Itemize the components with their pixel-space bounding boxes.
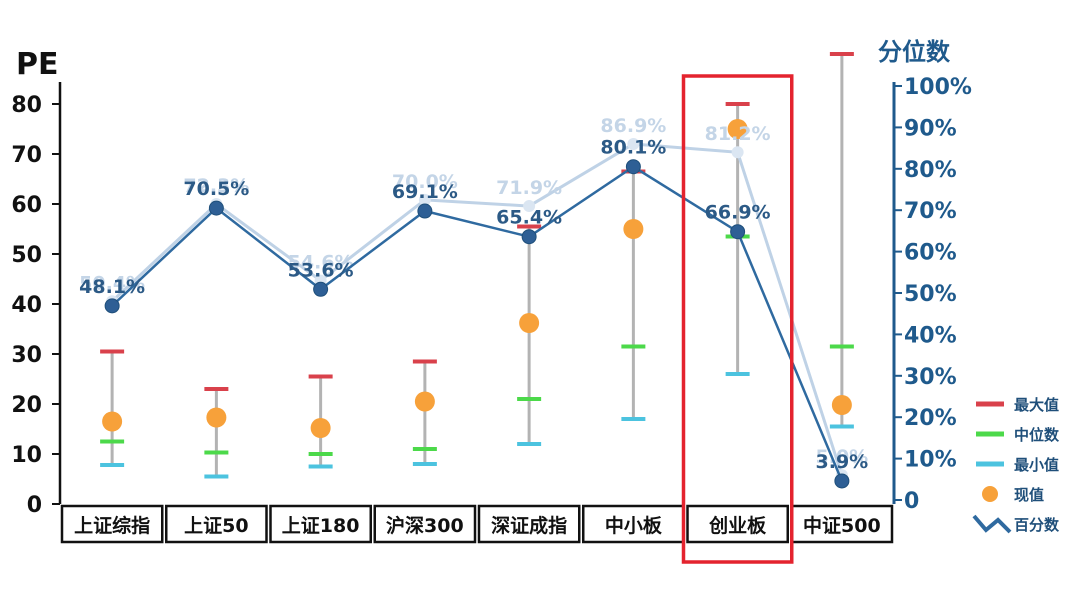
category-box: [60, 504, 164, 544]
right-tick-label: 10%: [904, 448, 957, 473]
right-axis-title: 分位数: [878, 38, 951, 66]
right-tick-label: 0: [904, 489, 919, 514]
percentile-point-light: [627, 137, 640, 150]
percentile-label-light: 81.2%: [705, 123, 771, 145]
left-tick-label: 10: [11, 443, 42, 468]
left-tick-label: 50: [11, 243, 42, 268]
legend-swatch: [982, 486, 998, 502]
right-tick-label: 30%: [904, 365, 957, 390]
percentile-point: [730, 224, 746, 240]
category-box: [373, 504, 477, 544]
right-tick-label: 70%: [904, 199, 957, 224]
percentile-label-light: 86.9%: [600, 115, 666, 137]
percentile-point: [417, 203, 433, 219]
percentile-label-light: 71.9%: [496, 177, 562, 199]
legend-label: 最大值: [1014, 396, 1059, 414]
category-label: 沪深300: [386, 514, 464, 537]
legend-label: 现值: [1014, 486, 1044, 504]
percentile-label: 65.4%: [496, 207, 562, 229]
percentile-point: [313, 281, 329, 297]
category-box: [165, 504, 268, 544]
right-tick-label: 100%: [904, 75, 972, 100]
percentile-point: [521, 229, 537, 245]
current-value-dot: [414, 391, 435, 412]
legend-label: 百分数: [1014, 516, 1060, 534]
current-value-dot: [102, 411, 123, 432]
current-value-dot: [206, 407, 227, 428]
category-label: 创业板: [708, 514, 767, 537]
left-tick-label: 30: [11, 343, 42, 368]
category-box: [269, 504, 372, 544]
percentile-point-light: [731, 146, 744, 159]
percentile-point: [208, 200, 224, 216]
category-label: 中证500: [803, 514, 881, 537]
left-tick-label: 70: [11, 143, 42, 168]
current-value-dot: [727, 119, 748, 139]
right-tick-label: 50%: [904, 282, 957, 307]
right-tick-label: 20%: [904, 406, 957, 431]
category-box: [477, 504, 581, 544]
right-tick-label: 60%: [904, 241, 957, 266]
category-box: [582, 504, 685, 544]
percentile-label-light: 72.3%: [183, 175, 249, 197]
legend-label: 最小值: [1014, 456, 1059, 474]
percentile-label: 80.1%: [600, 137, 666, 159]
right-tick-label: 90%: [904, 116, 957, 141]
left-tick-label: 80: [11, 93, 42, 118]
category-label: 上证50: [184, 515, 248, 537]
left-tick-label: 20: [11, 393, 42, 418]
category-label: 中小板: [605, 514, 663, 537]
left-tick-label: 0: [27, 493, 42, 518]
percentile-label: 70.5%: [183, 178, 249, 200]
percentile-label-light: 54.6%: [288, 252, 354, 274]
legend-label: 中位数: [1014, 426, 1060, 444]
percentile-point: [104, 298, 120, 314]
percentile-label: 48.1%: [79, 276, 145, 298]
current-value-dot: [310, 418, 331, 438]
percentile-line: [111, 165, 844, 482]
percentile-point-light: [418, 193, 431, 206]
current-value-dot: [831, 395, 852, 415]
percentile-label: 53.6%: [288, 259, 354, 281]
left-axis-title: PE: [16, 47, 58, 82]
current-value-dot: [623, 219, 644, 239]
right-tick-label: 80%: [904, 158, 957, 183]
category-label: 上证180: [282, 515, 360, 537]
category-box: [686, 504, 789, 544]
percentile-point: [625, 159, 641, 175]
right-tick-label: 40%: [904, 323, 957, 348]
percentile-point-light: [523, 200, 536, 213]
category-label: 深证成指: [491, 514, 567, 537]
percentile-label: 3.9%: [816, 451, 869, 473]
percentile-label-light: 70.0%: [392, 171, 458, 193]
percentile-point: [834, 473, 850, 489]
percentile-label: 66.9%: [705, 202, 771, 224]
highlight-box: [681, 74, 794, 564]
current-value-dot: [519, 313, 540, 333]
category-label: 上证综指: [74, 514, 150, 537]
percentile-line-light: [111, 142, 844, 476]
legend-swatch: [972, 514, 1012, 534]
left-tick-label: 60: [11, 193, 42, 218]
left-tick-label: 40: [11, 293, 42, 318]
percentile-label: 69.1%: [392, 181, 458, 203]
